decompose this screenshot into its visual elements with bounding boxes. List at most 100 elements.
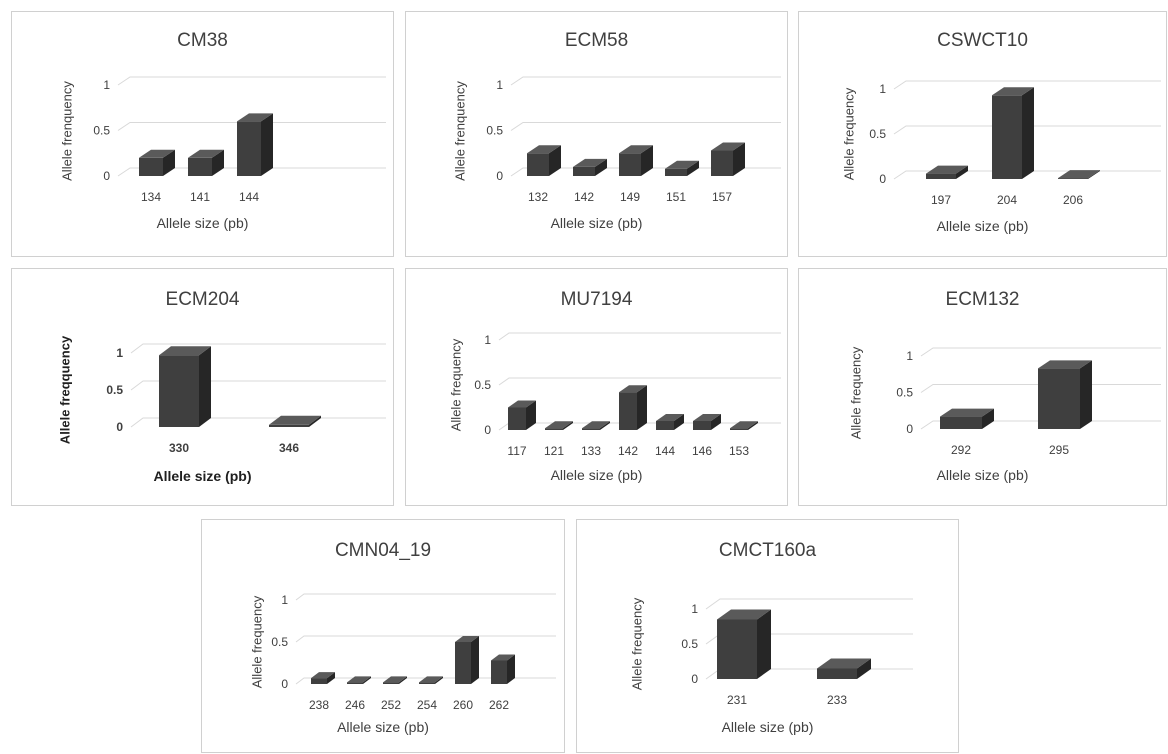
gridline: [130, 343, 386, 354]
gridline: [117, 167, 386, 177]
x-tick-label: 157: [712, 190, 732, 204]
x-tick-label: 330: [169, 441, 189, 455]
bar: [730, 421, 758, 430]
bar: [926, 165, 968, 179]
chart-title: ECM204: [165, 289, 240, 310]
x-axis-label: Allele size (pb): [936, 467, 1029, 483]
chart-panel-cmn04-19: 0 0.5 1 238 246 252 254 260 262 CMN04_19 Allele si…: [201, 519, 565, 753]
bar: [383, 676, 407, 684]
x-tick-label: 238: [309, 698, 329, 712]
bar: [419, 676, 443, 684]
x-axis-label: Allele size (pb): [337, 719, 429, 735]
chart-title: ECM58: [564, 30, 629, 51]
y-tick-label: 0: [484, 423, 491, 437]
y-tick-label: 0.5: [474, 378, 491, 392]
bar: [817, 658, 871, 679]
y-tick-label: 0: [103, 169, 110, 183]
y-tick-label: 1: [281, 593, 288, 607]
y-axis-label: Allele frenquency: [59, 80, 75, 181]
bar: [508, 400, 536, 430]
gridline: [117, 122, 386, 131]
x-tick-label: 254: [417, 698, 437, 712]
x-tick-label: 134: [141, 190, 161, 204]
chart-panel-cswct10: 0 0.5 1 197 204 206 CSWCT10 Allele size (pb) All…: [798, 11, 1167, 257]
chart-plot: 0 0.5 1 197 204 206: [869, 80, 1161, 207]
chart-panel-cm38: 0 0.5 1 134 141 144 CM38 Allele size (pb) Allele…: [11, 11, 394, 257]
x-tick-label: 262: [489, 698, 509, 712]
x-tick-label: 252: [381, 698, 401, 712]
x-tick-label: 117: [507, 444, 526, 458]
chart-plot: 0 0.5 1 134 141 144: [93, 76, 386, 204]
chart-title: MU7194: [560, 289, 633, 310]
y-axis-label: Allele frequency: [448, 338, 464, 432]
gridline: [295, 635, 556, 643]
y-tick-label: 0.5: [106, 383, 123, 397]
y-tick-label: 1: [906, 349, 913, 363]
bar: [159, 346, 211, 427]
y-tick-label: 1: [484, 333, 491, 347]
x-tick-label: 151: [666, 190, 686, 204]
bar: [711, 142, 745, 176]
x-tick-label: 141: [190, 190, 210, 204]
bar: [455, 636, 479, 684]
gridline: [920, 347, 1161, 357]
gridline: [510, 122, 781, 131]
chart-title: CMCT160a: [718, 540, 817, 561]
gridline: [705, 598, 913, 610]
gridline: [510, 76, 781, 86]
y-tick-label: 0.5: [896, 386, 913, 400]
bar: [619, 145, 653, 176]
x-tick-label: 246: [345, 698, 365, 712]
y-tick-label: 1: [879, 82, 886, 96]
gridline: [893, 125, 1161, 135]
x-tick-label: 260: [453, 698, 473, 712]
chart-plot: 0 0.5 1 292 295: [896, 347, 1161, 457]
y-axis-label: Allele freqquency: [57, 335, 73, 445]
x-tick-label: 144: [655, 444, 675, 458]
x-axis-label: Allele size (pb): [153, 468, 252, 484]
bar: [269, 415, 321, 427]
gridline: [498, 332, 781, 341]
bar: [1058, 170, 1100, 179]
x-axis-label: Allele size (pb): [550, 215, 643, 231]
chart-plot: 0 0.5 1 117 121 133 142 144 146 153: [474, 332, 781, 458]
bar: [139, 149, 175, 176]
bar: [1038, 360, 1092, 429]
gridline: [117, 76, 386, 86]
gridline: [893, 80, 1161, 90]
chart-title: ECM132: [945, 289, 1020, 310]
bar: [619, 385, 647, 430]
bar: [188, 149, 224, 176]
bar: [237, 113, 273, 176]
y-tick-label: 1: [691, 602, 698, 616]
bar: [347, 676, 371, 684]
bar: [582, 421, 610, 430]
chart-panel-ecm58: 0 0.5 1 132 142 149 151 157 ECM58 Allele size (pb…: [405, 11, 788, 257]
bar: [491, 654, 515, 684]
x-tick-label: 149: [620, 190, 640, 204]
y-tick-label: 0.5: [93, 124, 110, 138]
gridline: [498, 377, 781, 386]
x-tick-label: 197: [931, 193, 951, 207]
chart-panel-cmct160a: 0 0.5 1 231 233 CMCT160a Allele size (pb) Allel…: [576, 519, 959, 753]
y-axis-label: Allele frequency: [249, 595, 265, 689]
x-axis-label: Allele size (pb): [550, 467, 643, 483]
chart-panel-ecm204: 0 0.5 1 330 346 ECM204 Allele size (pb) Allele …: [11, 268, 394, 506]
x-tick-label: 153: [729, 444, 749, 458]
x-axis-label: Allele size (pb): [156, 215, 249, 231]
x-tick-label: 233: [827, 693, 847, 707]
y-tick-label: 1: [103, 78, 110, 92]
y-tick-label: 0.5: [486, 124, 503, 138]
y-tick-label: 0: [906, 422, 913, 436]
bar: [527, 145, 561, 176]
chart-plot: 0 0.5 1 132 142 149 151 157: [486, 76, 781, 204]
y-tick-label: 0: [116, 420, 123, 434]
x-tick-label: 121: [544, 444, 564, 458]
y-axis-label: Allele frequency: [848, 346, 864, 439]
x-tick-label: 346: [279, 441, 299, 455]
chart-plot: 0 0.5 1 231 233: [681, 598, 913, 707]
y-tick-label: 1: [116, 346, 123, 360]
bar: [573, 158, 607, 176]
chart-panel-ecm132: 0 0.5 1 292 295 ECM132 Allele size (pb) Allele …: [798, 268, 1167, 506]
y-tick-label: 0.5: [681, 637, 698, 651]
